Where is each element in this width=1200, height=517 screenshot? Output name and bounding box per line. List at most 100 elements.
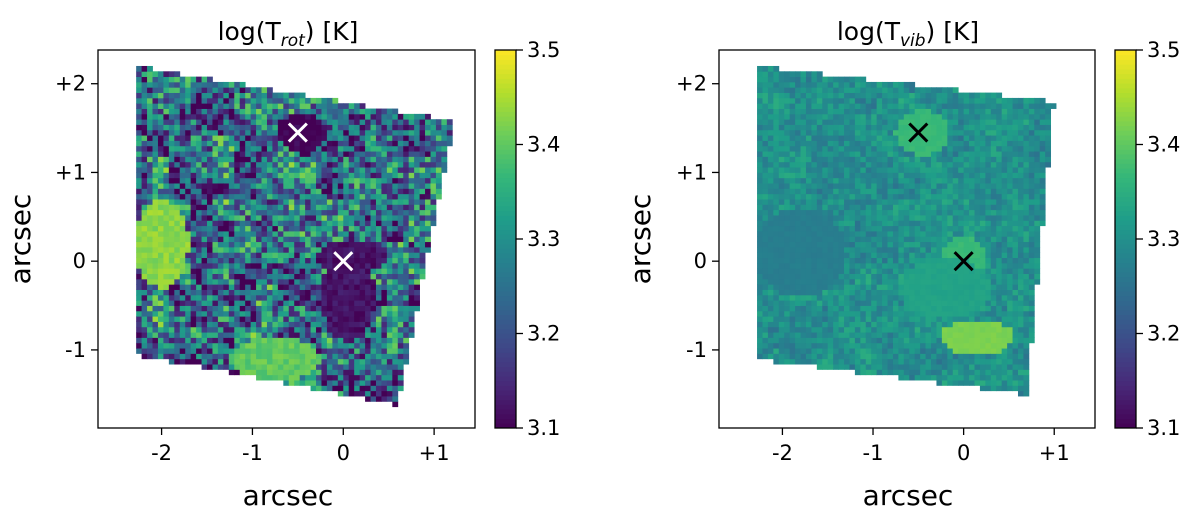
heatmap-cell [941,129,948,136]
heatmap-cell [179,257,186,264]
heatmap-cell [245,193,252,200]
colorbar-segment [495,418,516,424]
heatmap-cell [941,268,948,274]
heatmap-cell [414,246,420,253]
heatmap-cell [299,193,306,200]
heatmap-cell [272,348,279,354]
heatmap-cell [784,76,791,83]
heatmap-cell [430,172,437,179]
heatmap-cell [228,183,235,189]
heatmap-cell [326,332,333,338]
heatmap-cell [441,129,448,136]
heatmap-cell [196,156,202,163]
heatmap-cell [909,172,916,179]
heatmap-cell [157,316,164,322]
heatmap-cell [805,289,812,296]
heatmap-cell [767,257,774,264]
heatmap-cell [898,177,905,184]
colorbar-segment [495,399,516,405]
heatmap-cell [903,364,910,370]
heatmap-cell [931,103,937,109]
heatmap-cell [784,294,791,301]
heatmap-cell [392,337,399,344]
heatmap-cell [931,97,937,104]
heatmap-cell [773,225,780,232]
heatmap-cell [179,103,186,109]
heatmap-cell [392,316,399,322]
heatmap-cell [773,156,780,163]
heatmap-cell [800,177,807,184]
heatmap-cell [892,289,899,296]
heatmap-cell [397,342,404,349]
heatmap-cell [936,209,943,216]
heatmap-cell [844,278,850,285]
heatmap-cell [223,161,230,168]
heatmap-cell [217,119,224,125]
heatmap-cell [348,337,355,344]
heatmap-cell [337,294,344,301]
heatmap-cell [805,177,812,184]
heatmap-cell [283,278,290,285]
heatmap-cell [365,167,371,173]
heatmap-cell [844,108,850,115]
heatmap-cell [789,310,796,317]
heatmap-cell [157,135,164,141]
heatmap-cell [936,193,943,200]
heatmap-cell [343,273,350,280]
heatmap-cell [408,135,415,141]
heatmap-cell [223,257,230,264]
heatmap-cell [947,326,954,333]
heatmap-cell [239,108,246,115]
heatmap-cell [245,294,252,301]
heatmap-cell [310,231,317,237]
heatmap-cell [288,97,295,104]
heatmap-cell [805,337,812,344]
heatmap-cell [789,193,796,200]
heatmap-cell [163,273,170,280]
heatmap-cell [925,92,932,99]
heatmap-cell [882,353,888,360]
heatmap-cell [914,374,921,381]
heatmap-cell [849,342,856,349]
heatmap-cell [914,172,921,179]
heatmap-cell [239,204,246,211]
heatmap-cell [811,273,818,280]
heatmap-cell [381,209,388,216]
heatmap-cell [941,167,948,173]
heatmap-cell [185,87,192,93]
heatmap-cell [152,151,159,157]
heatmap-cell [337,108,344,115]
heatmap-cell [299,161,306,168]
heatmap-cell [261,156,268,163]
heatmap-cell [310,124,317,131]
heatmap-cell [168,252,175,259]
heatmap-cell [882,316,888,322]
heatmap-cell [365,262,371,269]
heatmap-cell [245,358,252,365]
heatmap-cell [239,113,246,120]
heatmap-cell [152,145,159,152]
heatmap-cell [294,225,301,232]
heatmap-cell [887,87,894,93]
heatmap-cell [223,326,230,333]
heatmap-cell [185,246,192,253]
heatmap-cell [365,246,371,253]
heatmap-cell [392,278,399,285]
heatmap-cell [795,92,801,99]
heatmap-cell [811,103,818,109]
heatmap-cell [141,257,148,264]
heatmap-cell [272,257,279,264]
heatmap-cell [288,380,295,386]
heatmap-cell [201,252,208,259]
heatmap-cell [903,326,910,333]
heatmap-cell [838,246,845,253]
heatmap-cell [871,81,878,88]
heatmap-cell [228,119,235,125]
heatmap-cell [201,268,208,274]
heatmap-cell [207,316,213,322]
heatmap-cell [375,321,382,328]
heatmap-cell [299,103,306,109]
heatmap-cell [898,119,905,125]
heatmap-cell [430,156,437,163]
heatmap-cell [898,305,905,312]
